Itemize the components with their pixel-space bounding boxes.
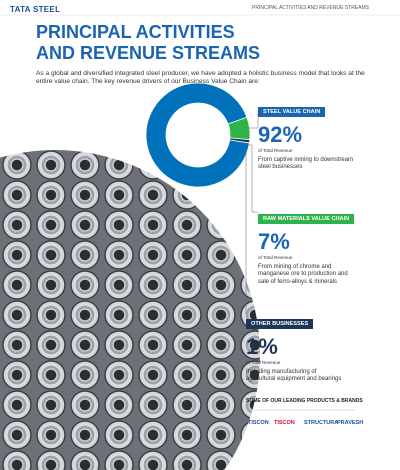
brand: TISCON bbox=[248, 420, 269, 426]
segment-tag: STEEL VALUE CHAIN bbox=[258, 107, 326, 117]
segment-description: Including manufacturing of agricultural … bbox=[246, 369, 342, 383]
brand: STRUCTURA bbox=[304, 420, 339, 426]
segment-tag: OTHER BUSINESSES bbox=[246, 319, 314, 329]
segment-value: 92% bbox=[258, 122, 303, 147]
section-name: PRINCIPAL ACTIVITIES AND REVENUE STREAMS bbox=[252, 5, 369, 11]
segment-description: From mining of chrome and manganese ore … bbox=[258, 264, 348, 285]
donut-slice bbox=[145, 82, 250, 188]
brand: PRAVESH bbox=[337, 420, 364, 426]
brand: TISCON bbox=[274, 420, 295, 426]
segment-caption: of Total Revenue bbox=[258, 148, 293, 153]
connector bbox=[248, 144, 258, 213]
brands-heading: SOME OF OUR LEADING PRODUCTS & BRANDS bbox=[246, 398, 363, 404]
segment-block: OTHER BUSINESSES 1% of Total Revenue Inc… bbox=[246, 312, 346, 384]
donut-slice bbox=[229, 137, 251, 144]
segment-value: 7% bbox=[258, 229, 290, 254]
segment-tag: RAW MATERIALS VALUE CHAIN bbox=[258, 214, 355, 224]
segment-value: 1% bbox=[246, 334, 278, 359]
segment-block: STEEL VALUE CHAIN 92% of Total Revenue F… bbox=[258, 100, 358, 172]
title-line: PRINCIPAL ACTIVITIES bbox=[36, 22, 235, 42]
segment-caption: of Total Revenue bbox=[258, 255, 293, 260]
segment-description: From captive mining to downstream steel … bbox=[258, 157, 354, 171]
title-line: AND REVENUE STREAMS bbox=[36, 43, 261, 63]
title: PRINCIPAL ACTIVITIES AND REVENUE STREAMS bbox=[36, 22, 260, 64]
logo: TATA STEEL bbox=[10, 5, 61, 14]
intro: As a global and diversified integrated s… bbox=[36, 70, 365, 86]
donut-chart bbox=[145, 82, 251, 188]
segment-block: RAW MATERIALS VALUE CHAIN 7% of Total Re… bbox=[258, 207, 358, 286]
segment-caption: of Total Revenue bbox=[246, 360, 281, 365]
bearings-photo bbox=[0, 150, 260, 470]
